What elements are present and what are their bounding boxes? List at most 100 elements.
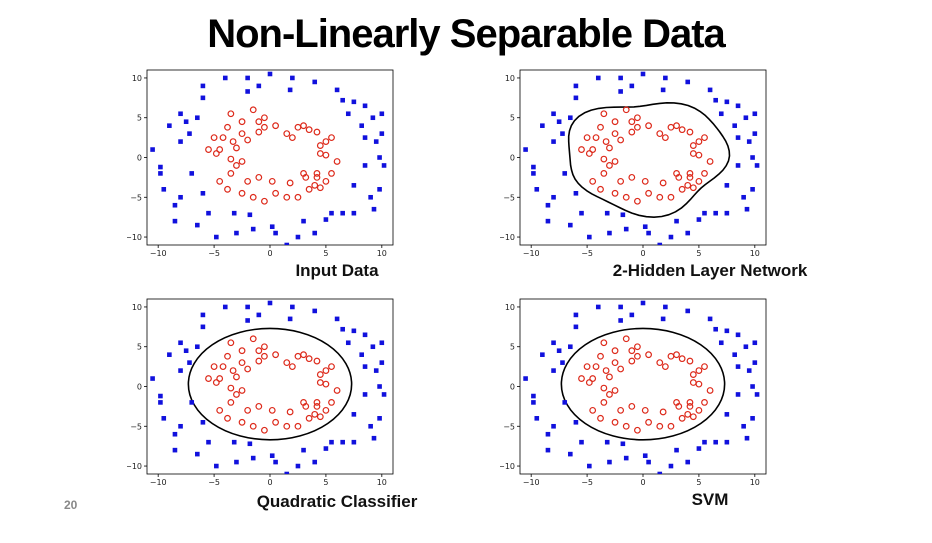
circle-point (611, 347, 619, 355)
circle-point (585, 150, 593, 157)
circle-point (300, 170, 307, 177)
y-tick-label: 10 (505, 303, 515, 312)
plot-frame (146, 298, 394, 475)
square-point (595, 304, 601, 310)
circle-point (585, 379, 593, 386)
square-point (187, 360, 192, 365)
circle-point (678, 414, 686, 422)
y-tick-label: 0 (510, 154, 515, 163)
square-point (560, 131, 565, 136)
square-point (340, 210, 345, 216)
circle-point (667, 422, 675, 430)
circle-point (261, 114, 268, 122)
circle-point (261, 426, 268, 434)
plot-area (523, 71, 760, 245)
circle-point (313, 170, 321, 177)
scatter-plot: −10 −5 0 5 10 −10 −5 0 5 10 (500, 298, 767, 487)
plot-area (150, 71, 387, 245)
circle-point (227, 384, 235, 392)
circle-point (227, 155, 235, 163)
square-point (551, 139, 556, 144)
square-point (206, 210, 211, 216)
square-point (620, 441, 626, 447)
square-point (351, 412, 357, 417)
circle-point (255, 173, 263, 181)
square-point (750, 416, 755, 421)
square-point (351, 210, 357, 216)
circle-point (272, 418, 279, 426)
circle-point (622, 193, 630, 201)
square-point (329, 439, 334, 445)
square-point (743, 115, 749, 121)
circle-point (249, 335, 257, 343)
circle-point (300, 351, 307, 359)
circle-point (656, 422, 664, 430)
circle-point (634, 123, 641, 131)
circle-point (255, 357, 263, 365)
square-point (245, 75, 250, 81)
square-point (200, 190, 206, 196)
circle-point (212, 150, 220, 157)
circle-point (634, 352, 641, 360)
square-point (531, 164, 536, 170)
square-point (250, 226, 256, 232)
y-tick-label: 0 (137, 383, 142, 392)
square-point (545, 447, 551, 453)
square-point (377, 187, 382, 192)
square-point (256, 312, 262, 318)
circle-point (645, 351, 652, 359)
square-point (724, 328, 730, 334)
square-point (523, 147, 528, 152)
x-tick-label: 0 (267, 478, 272, 487)
square-point (172, 447, 178, 453)
x-tick-label: −10 (150, 478, 167, 487)
circle-point (322, 138, 330, 145)
square-point (604, 439, 610, 445)
square-point (752, 340, 758, 346)
square-point (362, 332, 368, 338)
circle-point (659, 179, 667, 187)
circle-point (617, 406, 625, 414)
circle-point (229, 138, 237, 145)
circle-point (244, 365, 252, 373)
circle-point (238, 418, 246, 426)
square-point (269, 453, 275, 459)
square-point (556, 348, 562, 354)
square-point (685, 308, 691, 314)
square-point (568, 451, 573, 457)
square-point (623, 226, 629, 232)
square-point (345, 340, 351, 346)
square-point (560, 360, 565, 365)
square-point (674, 447, 679, 453)
square-point (587, 234, 592, 240)
circle-point (238, 387, 246, 394)
circle-point (227, 399, 235, 406)
square-point (187, 131, 192, 136)
square-point (345, 111, 351, 117)
square-point (178, 139, 183, 144)
square-point (746, 139, 752, 144)
square-point (724, 183, 730, 188)
y-tick-label: −10 (127, 462, 142, 471)
circle-point (322, 151, 330, 159)
square-point (167, 352, 172, 357)
square-point (750, 384, 755, 389)
square-point (373, 139, 379, 144)
square-point (646, 459, 651, 465)
circle-point (210, 363, 218, 371)
circle-point (233, 162, 240, 169)
square-point (573, 419, 579, 425)
square-point (735, 135, 741, 140)
circle-point (305, 126, 313, 134)
square-point (273, 230, 278, 236)
circle-point (628, 357, 636, 365)
circle-point (589, 375, 597, 382)
circle-point (673, 351, 680, 359)
scatter-plot: −10 −5 0 5 10 −10 −5 0 5 10 (127, 298, 394, 487)
circle-point (611, 359, 619, 367)
circle-point (695, 380, 703, 388)
square-point (752, 360, 758, 365)
square-point (713, 326, 718, 332)
square-point (707, 316, 713, 322)
square-point (245, 89, 250, 94)
